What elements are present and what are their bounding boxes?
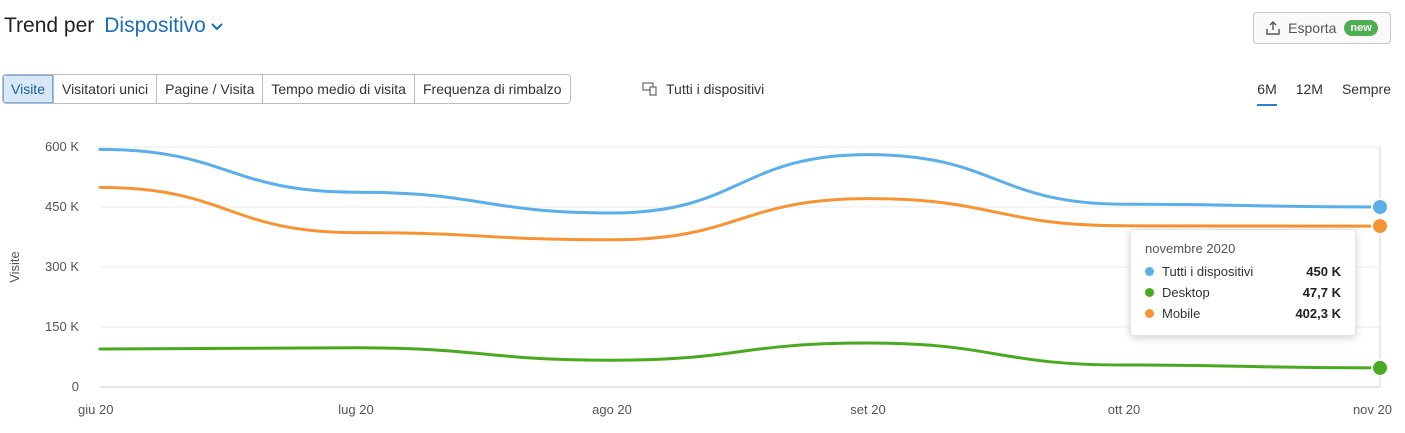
x-tick-label: nov 20 — [1353, 402, 1392, 417]
tooltip-date: novembre 2020 — [1145, 241, 1236, 256]
x-tick-label: lug 20 — [338, 402, 373, 417]
upload-icon — [1266, 21, 1280, 35]
tab-tempo-medio-di-visita[interactable]: Tempo medio di visita — [263, 75, 415, 103]
tab-frequenza-di-rimbalzo[interactable]: Frequenza di rimbalzo — [422, 81, 562, 97]
device-filter-label: Tutti i dispositivi — [666, 81, 765, 97]
tooltip-series-name: Tutti i dispositivi — [1162, 264, 1254, 279]
tooltip-series-name: Mobile — [1162, 306, 1201, 321]
series-marker-tutti-i-dispositivi — [1371, 198, 1389, 216]
metric-tabs: Visite Visitatori unici Pagine / Visita … — [2, 74, 571, 104]
period-selector: 6M 12M Sempre — [1257, 81, 1391, 106]
x-tick-label: ago 20 — [592, 402, 632, 417]
new-badge: new — [1344, 20, 1378, 36]
export-button[interactable]: Esporta new — [1253, 12, 1391, 44]
series-line-tutti-i-dispositivi — [98, 147, 1382, 215]
dimension-label: Dispositivo — [104, 14, 206, 37]
export-label: Esporta — [1288, 20, 1337, 36]
y-tick-label: 300 K — [45, 259, 79, 274]
chevron-down-icon — [211, 23, 223, 31]
dimension-dropdown[interactable]: Dispositivo — [104, 14, 224, 38]
tooltip-series-value: 47,7 K — [1302, 285, 1341, 300]
chart-tooltip: novembre 2020 Tutti i dispositivi 450 K … — [1130, 229, 1356, 336]
devices-icon — [642, 82, 657, 96]
x-tick-label: set 20 — [850, 402, 885, 417]
tab-visitatori-unici[interactable]: Visitatori unici — [54, 75, 158, 103]
tooltip-series-value: 450 K — [1306, 264, 1341, 279]
period-12m[interactable]: 12M — [1295, 81, 1323, 97]
x-tick-label: ott 20 — [1108, 402, 1141, 417]
tab-visite[interactable]: Visite — [3, 75, 54, 103]
device-filter[interactable]: Tutti i dispositivi — [642, 81, 764, 97]
y-axis-label: Visite — [7, 251, 22, 283]
series-line-mobile — [98, 185, 1382, 242]
period-sempre[interactable]: Sempre — [1341, 81, 1391, 97]
tab-pagine-visita[interactable]: Pagine / Visita — [157, 75, 264, 103]
period-6m[interactable]: 6M — [1257, 81, 1277, 106]
x-tick-label: giu 20 — [78, 402, 113, 417]
title-prefix: Trend per — [4, 14, 95, 37]
tooltip-row: Desktop 47,7 K — [1145, 282, 1341, 303]
tooltip-row: Mobile 402,3 K — [1145, 303, 1341, 324]
series-marker-desktop — [1371, 358, 1389, 377]
y-tick-label: 150 K — [45, 319, 79, 334]
series-color-dot — [1145, 288, 1154, 297]
series-color-dot — [1145, 309, 1154, 318]
tooltip-row: Tutti i dispositivi 450 K — [1145, 261, 1341, 282]
tooltip-series-value: 402,3 K — [1295, 306, 1341, 321]
series-line-desktop — [98, 341, 1382, 370]
page-title: Trend per Dispositivo — [4, 14, 224, 38]
y-tick-label: 600 K — [45, 139, 79, 154]
tooltip-series-name: Desktop — [1162, 285, 1210, 300]
series-color-dot — [1145, 267, 1154, 276]
y-tick-label: 0 — [72, 379, 79, 394]
y-tick-label: 450 K — [45, 199, 79, 214]
series-marker-mobile — [1371, 217, 1389, 236]
